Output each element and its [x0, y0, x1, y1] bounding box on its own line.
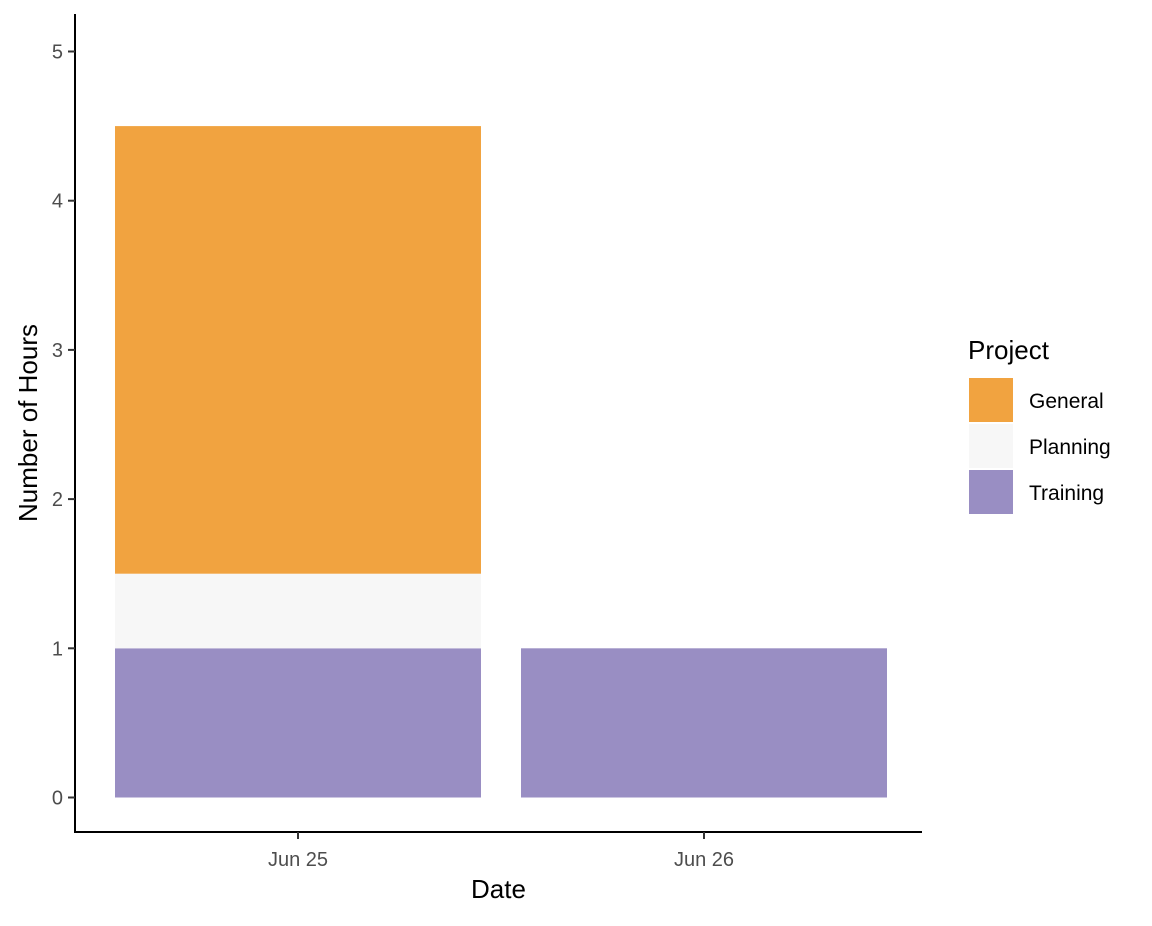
- legend-swatch-training: [969, 470, 1013, 514]
- x-tick-label: Jun 26: [674, 849, 734, 871]
- legend-title: Project: [968, 335, 1050, 365]
- axes-layer: [74, 14, 922, 833]
- x-ticks: Jun 25 Jun 26: [268, 832, 734, 871]
- y-ticks: 0 1 2 3 4 5: [52, 42, 75, 810]
- legend-swatch-planning: [969, 424, 1013, 468]
- bar-segment-training-1: [521, 648, 887, 798]
- legend-label-general: General: [1029, 390, 1104, 413]
- y-tick-label: 4: [52, 191, 63, 213]
- legend-items: General Planning Training: [969, 378, 1111, 514]
- y-tick-label: 3: [52, 340, 63, 362]
- y-tick-label: 1: [52, 638, 63, 660]
- bars-layer: [115, 126, 887, 798]
- bar-segment-general-0: [115, 126, 481, 574]
- legend-swatch-general: [969, 378, 1013, 422]
- x-axis-title: Date: [471, 874, 526, 904]
- y-tick-label: 2: [52, 489, 63, 511]
- y-axis-title: Number of Hours: [13, 324, 43, 522]
- bar-segment-training-0: [115, 648, 481, 798]
- y-tick-label: 5: [52, 42, 63, 64]
- legend-label-training: Training: [1029, 482, 1104, 505]
- x-tick-label: Jun 25: [268, 849, 328, 871]
- y-tick-label: 0: [52, 788, 63, 810]
- legend-label-planning: Planning: [1029, 436, 1111, 459]
- bar-segment-planning-0: [115, 573, 481, 649]
- legend: Project General Planning Training: [968, 335, 1111, 514]
